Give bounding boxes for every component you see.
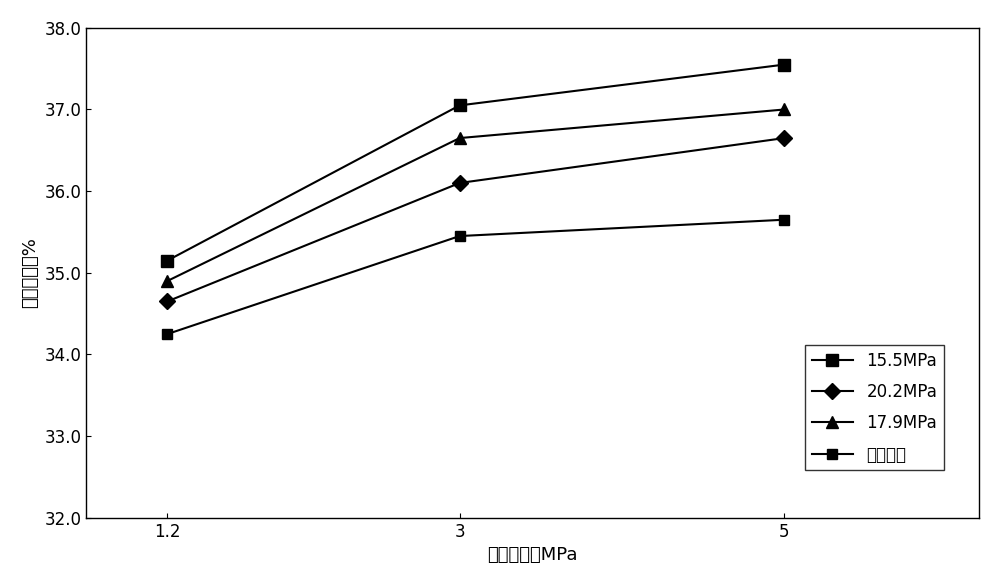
Line: 17.9MPa: 17.9MPa	[162, 104, 790, 287]
Line: 15.5MPa: 15.5MPa	[162, 59, 790, 266]
Line: 目前压力: 目前压力	[163, 215, 789, 339]
17.9MPa	[778, 106, 790, 113]
Y-axis label: 采出程度，%: 采出程度，%	[21, 238, 39, 308]
20.2MPa	[454, 180, 466, 187]
17.9MPa	[161, 277, 173, 284]
20.2MPa	[161, 298, 173, 305]
20.2MPa	[778, 135, 790, 142]
目前压力	[454, 233, 466, 240]
Line: 20.2MPa: 20.2MPa	[162, 133, 790, 307]
目前压力	[161, 331, 173, 338]
15.5MPa	[161, 257, 173, 264]
17.9MPa	[454, 135, 466, 142]
15.5MPa	[454, 102, 466, 109]
目前压力	[778, 216, 790, 223]
Legend: 15.5MPa, 20.2MPa, 17.9MPa, 目前压力: 15.5MPa, 20.2MPa, 17.9MPa, 目前压力	[805, 345, 944, 470]
X-axis label: 生产压差，MPa: 生产压差，MPa	[487, 546, 578, 564]
15.5MPa	[778, 61, 790, 68]
